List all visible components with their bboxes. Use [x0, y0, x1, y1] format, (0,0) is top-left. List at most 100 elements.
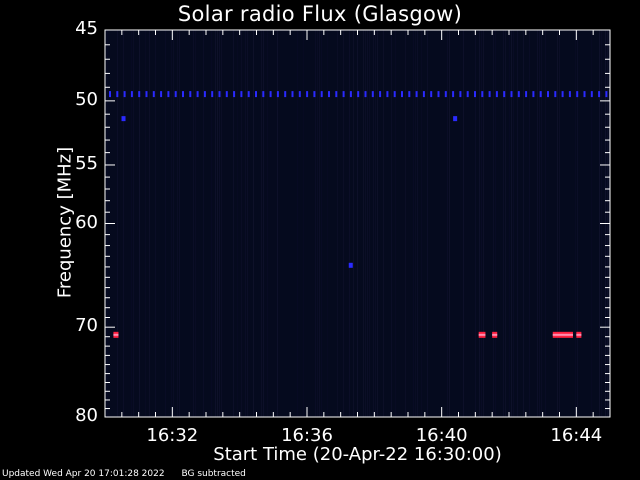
interference-mark	[539, 91, 542, 98]
x-tick-label: 16:36	[281, 425, 333, 446]
interference-mark	[284, 91, 287, 98]
spectrogram-stripe	[327, 30, 328, 417]
interference-mark	[240, 91, 243, 98]
spectrogram-stripe	[247, 30, 248, 417]
spectrogram-stripe	[349, 30, 350, 417]
spectrogram-stripe	[369, 30, 370, 417]
spectrogram-stripe	[417, 30, 418, 417]
spectrogram-stripe	[559, 30, 560, 417]
x-tick-label: 16:40	[415, 425, 468, 446]
interference-mark	[452, 91, 455, 98]
spectrogram-stripe	[493, 30, 494, 417]
spectrogram-stripe	[599, 30, 600, 417]
spectrogram-stripe	[233, 30, 234, 417]
spectrogram-stripe	[545, 30, 546, 417]
spectrogram-stripe	[495, 30, 496, 417]
interference-mark	[233, 91, 236, 98]
y-tick-label: 70	[75, 315, 98, 337]
interference-lines	[109, 91, 608, 338]
interference-mark	[247, 91, 250, 98]
spectrogram-stripe	[539, 30, 540, 417]
footer: Updated Wed Apr 20 17:01:28 2022 BG subt…	[2, 469, 260, 479]
y-tick-label: 45	[75, 18, 98, 39]
spectrogram-stripe	[449, 30, 450, 417]
interference-mark	[189, 91, 192, 98]
spectrogram-stripes	[107, 30, 610, 417]
x-tick-label: 16:44	[550, 425, 603, 446]
spectrogram-stripe	[319, 30, 320, 417]
spectrogram-stripe	[261, 30, 262, 417]
y-tick-label: 50	[75, 88, 98, 110]
spectrogram-stripe	[503, 30, 504, 417]
interference-mark	[371, 91, 374, 98]
interference-mark	[386, 91, 389, 98]
spectrogram-stripe	[353, 30, 354, 417]
spectrogram-stripe	[577, 30, 578, 417]
interference-mark	[481, 91, 484, 98]
interference-mark	[561, 91, 564, 98]
interference-mark	[532, 91, 535, 98]
interference-mark	[525, 91, 528, 98]
interference-segment-core	[492, 333, 498, 336]
y-tick-label: 80	[75, 405, 98, 426]
spectrogram-stripe	[195, 30, 196, 417]
interference-mark	[116, 91, 119, 98]
interference-mark	[510, 91, 513, 98]
interference-mark	[576, 91, 579, 98]
spectrogram-stripe	[505, 30, 506, 417]
spectrogram-stripe	[529, 30, 530, 417]
interference-mark	[196, 91, 199, 98]
interference-mark	[342, 91, 345, 98]
spectrogram-stripe	[509, 30, 510, 417]
spectrogram-stripe	[377, 30, 378, 417]
spectrogram-stripe	[177, 30, 178, 417]
interference-mark	[203, 91, 206, 98]
bg-subtracted-note: BG subtracted	[181, 469, 246, 479]
spectrogram-stripe	[267, 30, 268, 417]
interference-mark	[437, 91, 440, 98]
spectrogram-stripe	[427, 30, 428, 417]
y-tick-label: 60	[75, 211, 98, 233]
spectrogram-stripe	[215, 30, 216, 417]
spectrogram-stripe	[523, 30, 524, 417]
spectrogram-stripe	[337, 30, 338, 417]
spectrogram-stripe	[165, 30, 166, 417]
spectrogram-stripe	[343, 30, 344, 417]
interference-segment-core	[576, 333, 582, 336]
spectrogram-stripe	[179, 30, 180, 417]
spectrogram-stripe	[203, 30, 204, 417]
spectrogram-stripe	[145, 30, 146, 417]
interference-mark	[568, 91, 571, 98]
interference-mark	[495, 91, 498, 98]
interference-mark	[313, 91, 316, 98]
spectrogram-stripe	[475, 30, 476, 417]
interference-segment-core	[552, 333, 573, 336]
spectrogram-stripe	[575, 30, 576, 417]
spectrogram-stripe	[363, 30, 364, 417]
interference-mark	[401, 91, 403, 98]
interference-segment-core	[478, 333, 486, 336]
spectrogram-stripe	[211, 30, 212, 417]
interference-mark	[109, 91, 111, 98]
interference-mark	[291, 91, 294, 98]
interference-segment-core	[113, 333, 119, 336]
spectrogram-stripe	[241, 30, 242, 417]
spectrogram-stripe	[253, 30, 254, 417]
x-axis-label: Start Time (20-Apr-22 16:30:00)	[213, 444, 502, 465]
spectrogram-stripe	[421, 30, 422, 417]
spectrogram-stripe	[263, 30, 264, 417]
spectrogram-stripe	[315, 30, 316, 417]
interference-mark	[349, 91, 352, 98]
interference-mark	[379, 91, 382, 98]
isolated-point	[453, 116, 458, 122]
interference-mark	[255, 91, 257, 98]
interference-mark	[225, 91, 228, 98]
spectrogram-stripe	[173, 30, 174, 417]
spectrogram-stripe	[367, 30, 368, 417]
spectrogram-stripe	[171, 30, 172, 417]
interference-mark	[430, 91, 433, 98]
interference-mark	[503, 91, 506, 98]
spectrogram-stripe	[237, 30, 238, 417]
updated-timestamp: Updated Wed Apr 20 17:01:28 2022	[2, 469, 165, 479]
